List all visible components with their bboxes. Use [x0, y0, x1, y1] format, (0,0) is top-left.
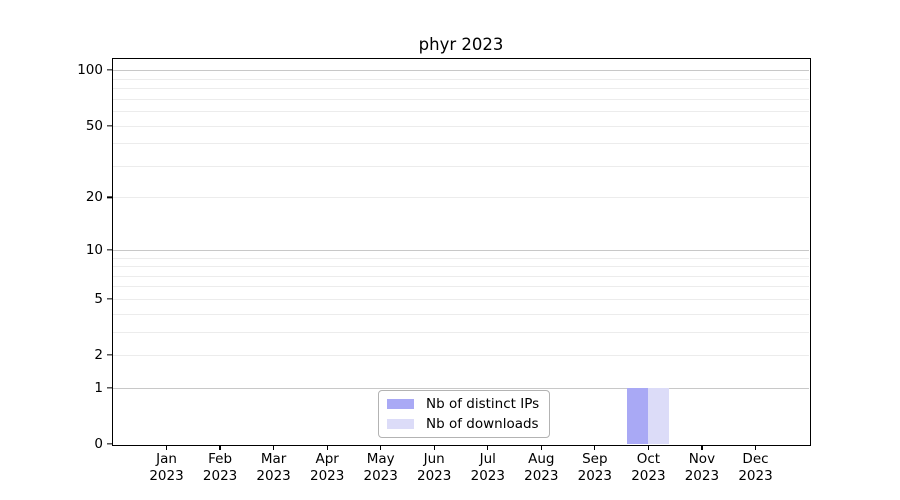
- y-tick-mark: [106, 124, 112, 127]
- gridline-minor: [113, 355, 809, 356]
- gridline-minor: [113, 143, 809, 145]
- legend-swatch-downloads: [387, 419, 414, 429]
- x-tick-mark: [165, 445, 168, 450]
- gridline-minor: [113, 275, 809, 277]
- x-tick-label: Nov 2023: [684, 451, 720, 484]
- legend-label-downloads: Nb of downloads: [426, 416, 539, 432]
- y-tick-label: 1: [94, 379, 103, 396]
- gridline-minor: [113, 286, 809, 288]
- x-tick-label: Dec 2023: [738, 451, 773, 484]
- y-tick-mark: [106, 249, 112, 251]
- x-tick-mark: [487, 445, 489, 450]
- y-tick-label: 0: [94, 436, 103, 452]
- x-tick-label: Aug 2023: [524, 451, 559, 484]
- x-tick-label: Oct 2023: [631, 451, 666, 484]
- x-tick-label: Jun 2023: [417, 451, 452, 484]
- gridline-minor: [113, 298, 809, 300]
- gridline-major: [113, 70, 809, 72]
- x-tick-mark: [647, 445, 649, 450]
- y-tick-label: 2: [94, 347, 103, 363]
- x-tick-mark: [219, 445, 221, 450]
- gridline-major: [113, 387, 809, 389]
- gridline-minor: [113, 78, 809, 80]
- x-tick-mark: [326, 445, 328, 450]
- x-tick-label: Jan 2023: [149, 451, 184, 484]
- x-tick-mark: [273, 445, 275, 450]
- y-tick-label: 5: [94, 290, 103, 307]
- legend: Nb of distinct IPs Nb of downloads: [378, 390, 550, 438]
- x-tick-mark: [433, 445, 435, 450]
- y-tick-mark: [106, 443, 112, 445]
- y-tick-mark: [106, 196, 112, 199]
- bar-nb-of-downloads: [648, 387, 670, 444]
- y-tick-mark: [106, 69, 112, 71]
- chart-title: phyr 2023: [418, 35, 504, 54]
- gridline-minor: [113, 197, 809, 199]
- x-tick-label: May 2023: [363, 451, 398, 484]
- x-tick-mark: [380, 445, 382, 450]
- legend-item-distinct-ips: Nb of distinct IPs: [387, 396, 541, 412]
- y-tick-label: 50: [85, 117, 103, 134]
- legend-swatch-distinct-ips: [387, 399, 414, 409]
- gridline-minor: [113, 331, 809, 333]
- gridline-minor: [113, 111, 809, 113]
- gridline-minor: [113, 266, 809, 267]
- gridline-minor: [113, 125, 809, 127]
- x-tick-label: Feb 2023: [202, 451, 238, 484]
- gridline-major: [113, 249, 809, 251]
- gridline-minor: [113, 257, 809, 259]
- x-tick-label: Jul 2023: [470, 451, 505, 484]
- x-tick-mark: [540, 445, 542, 450]
- bar-nb-of-distinct-ips: [627, 387, 649, 444]
- y-tick-mark: [106, 298, 112, 300]
- plot-area: [113, 59, 809, 444]
- x-tick-label: Apr 2023: [310, 451, 345, 484]
- gridline-minor: [113, 98, 809, 100]
- gridline-minor: [113, 313, 809, 315]
- y-tick-label: 100: [77, 62, 103, 79]
- x-tick-mark: [754, 445, 757, 450]
- legend-item-downloads: Nb of downloads: [387, 416, 541, 432]
- x-tick-mark: [594, 445, 596, 450]
- gridline-minor: [113, 88, 809, 90]
- plot-frame: [111, 57, 811, 446]
- y-tick-label: 20: [85, 189, 103, 206]
- legend-label-distinct-ips: Nb of distinct IPs: [426, 396, 540, 412]
- y-tick-mark: [106, 354, 112, 356]
- x-tick-label: Sep 2023: [577, 451, 612, 484]
- x-tick-label: Mar 2023: [256, 451, 291, 484]
- y-tick-mark: [106, 387, 112, 389]
- x-tick-mark: [701, 445, 703, 450]
- gridline-minor: [113, 165, 809, 167]
- y-tick-label: 10: [85, 241, 103, 258]
